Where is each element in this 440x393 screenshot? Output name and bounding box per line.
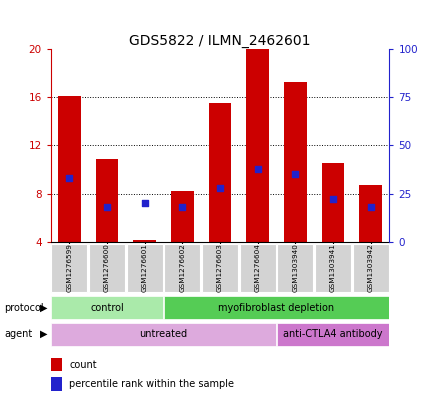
Bar	[359, 185, 382, 242]
Text: GSM1303941: GSM1303941	[330, 243, 336, 292]
Bar	[51, 358, 62, 371]
Text: protocol: protocol	[4, 303, 44, 312]
Bar	[352, 244, 389, 292]
Point	[179, 204, 186, 210]
Bar	[202, 244, 238, 292]
Bar	[127, 244, 163, 292]
Bar	[239, 244, 276, 292]
Text: agent: agent	[4, 329, 33, 339]
Text: anti-CTLA4 antibody: anti-CTLA4 antibody	[283, 329, 383, 339]
Point	[66, 175, 73, 181]
Text: ▶: ▶	[40, 303, 48, 312]
Bar	[96, 159, 118, 242]
Text: percentile rank within the sample: percentile rank within the sample	[69, 379, 234, 389]
Text: GSM1276603: GSM1276603	[217, 243, 223, 292]
Point	[141, 200, 148, 206]
Bar	[58, 96, 81, 242]
Text: myofibroblast depletion: myofibroblast depletion	[218, 303, 334, 312]
Bar	[209, 103, 231, 242]
Bar	[51, 323, 276, 346]
Bar	[322, 163, 344, 242]
Text: untreated: untreated	[139, 329, 187, 339]
Point	[103, 204, 110, 210]
Text: GSM1276599: GSM1276599	[66, 243, 73, 292]
Bar	[246, 49, 269, 242]
Title: GDS5822 / ILMN_2462601: GDS5822 / ILMN_2462601	[129, 34, 311, 48]
Text: GSM1276604: GSM1276604	[255, 243, 260, 292]
Text: GSM1303942: GSM1303942	[367, 243, 374, 292]
Bar	[133, 240, 156, 242]
Bar	[277, 244, 313, 292]
Bar	[51, 244, 88, 292]
Bar	[51, 296, 163, 319]
Text: GSM1276601: GSM1276601	[142, 243, 148, 292]
Text: GSM1276602: GSM1276602	[180, 243, 185, 292]
Bar	[51, 377, 62, 391]
Bar	[164, 244, 201, 292]
Text: count: count	[69, 360, 97, 370]
Point	[216, 185, 224, 191]
Bar	[277, 323, 389, 346]
Point	[367, 204, 374, 210]
Point	[330, 196, 337, 202]
Point	[292, 171, 299, 177]
Bar	[315, 244, 351, 292]
Text: ▶: ▶	[40, 329, 48, 339]
Bar	[89, 244, 125, 292]
Text: control: control	[90, 303, 124, 312]
Bar	[284, 82, 307, 242]
Point	[254, 165, 261, 172]
Bar	[171, 191, 194, 242]
Bar	[164, 296, 389, 319]
Text: GSM1276600: GSM1276600	[104, 243, 110, 292]
Text: GSM1303940: GSM1303940	[292, 243, 298, 292]
